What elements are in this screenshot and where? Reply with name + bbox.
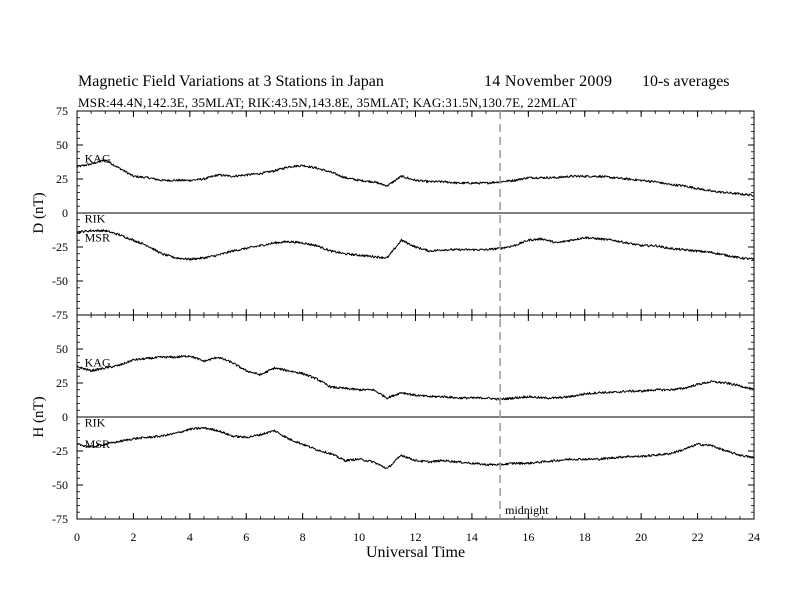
station-label-rik: RIK (85, 415, 106, 429)
y-tick-label: 25 (56, 376, 68, 390)
x-tick-label: 14 (466, 530, 478, 544)
y-tick-label: 50 (56, 138, 68, 152)
series-line-2-2 (76, 426, 755, 469)
y-axis-label-2: H (nT) (31, 396, 47, 437)
station-label-kag: KAG (85, 356, 111, 370)
chart-date: 14 November 2009 (484, 73, 613, 90)
x-tick-label: 8 (300, 530, 306, 544)
x-tick-label: 12 (410, 530, 422, 544)
y-tick-label: 75 (56, 104, 68, 118)
y-tick-label: 25 (56, 172, 68, 186)
x-axis-label: Universal Time (366, 544, 465, 561)
station-label-msr: MSR (85, 437, 110, 451)
y-tick-label: 0 (62, 206, 68, 220)
x-tick-label: 4 (187, 530, 193, 544)
x-tick-label: 0 (74, 530, 80, 544)
stations-subtitle: MSR:44.4N,142.3E, 35MLAT; RIK:43.5N,143.… (78, 95, 577, 110)
station-label-rik: RIK (85, 211, 106, 225)
y-tick-label: -75 (52, 308, 68, 322)
y-tick-label: 0 (62, 410, 68, 424)
series-line-1-1 (76, 159, 755, 197)
x-tick-label: 10 (353, 530, 365, 544)
x-tick-label: 24 (748, 530, 760, 544)
x-tick-label: 18 (579, 530, 591, 544)
station-label-kag: KAG (85, 152, 111, 166)
y-tick-label: -25 (52, 444, 68, 458)
midnight-label: midnight (505, 503, 549, 517)
y-axis-label-1: D (nT) (31, 192, 47, 233)
station-label-msr: MSR (85, 230, 110, 244)
x-tick-label: 20 (635, 530, 647, 544)
y-tick-label: -75 (52, 512, 68, 526)
x-tick-label: 6 (243, 530, 249, 544)
x-tick-label: 16 (522, 530, 534, 544)
y-tick-label: 50 (56, 342, 68, 356)
y-tick-label: -25 (52, 240, 68, 254)
y-tick-label: -50 (52, 274, 68, 288)
series-line-2-1 (76, 355, 755, 401)
series-line-1-2 (76, 229, 755, 261)
x-tick-label: 22 (692, 530, 704, 544)
x-tick-label: 2 (130, 530, 136, 544)
chart-averaging: 10-s averages (642, 73, 730, 90)
chart-title: Magnetic Field Variations at 3 Stations … (78, 73, 384, 90)
y-tick-label: -50 (52, 478, 68, 492)
